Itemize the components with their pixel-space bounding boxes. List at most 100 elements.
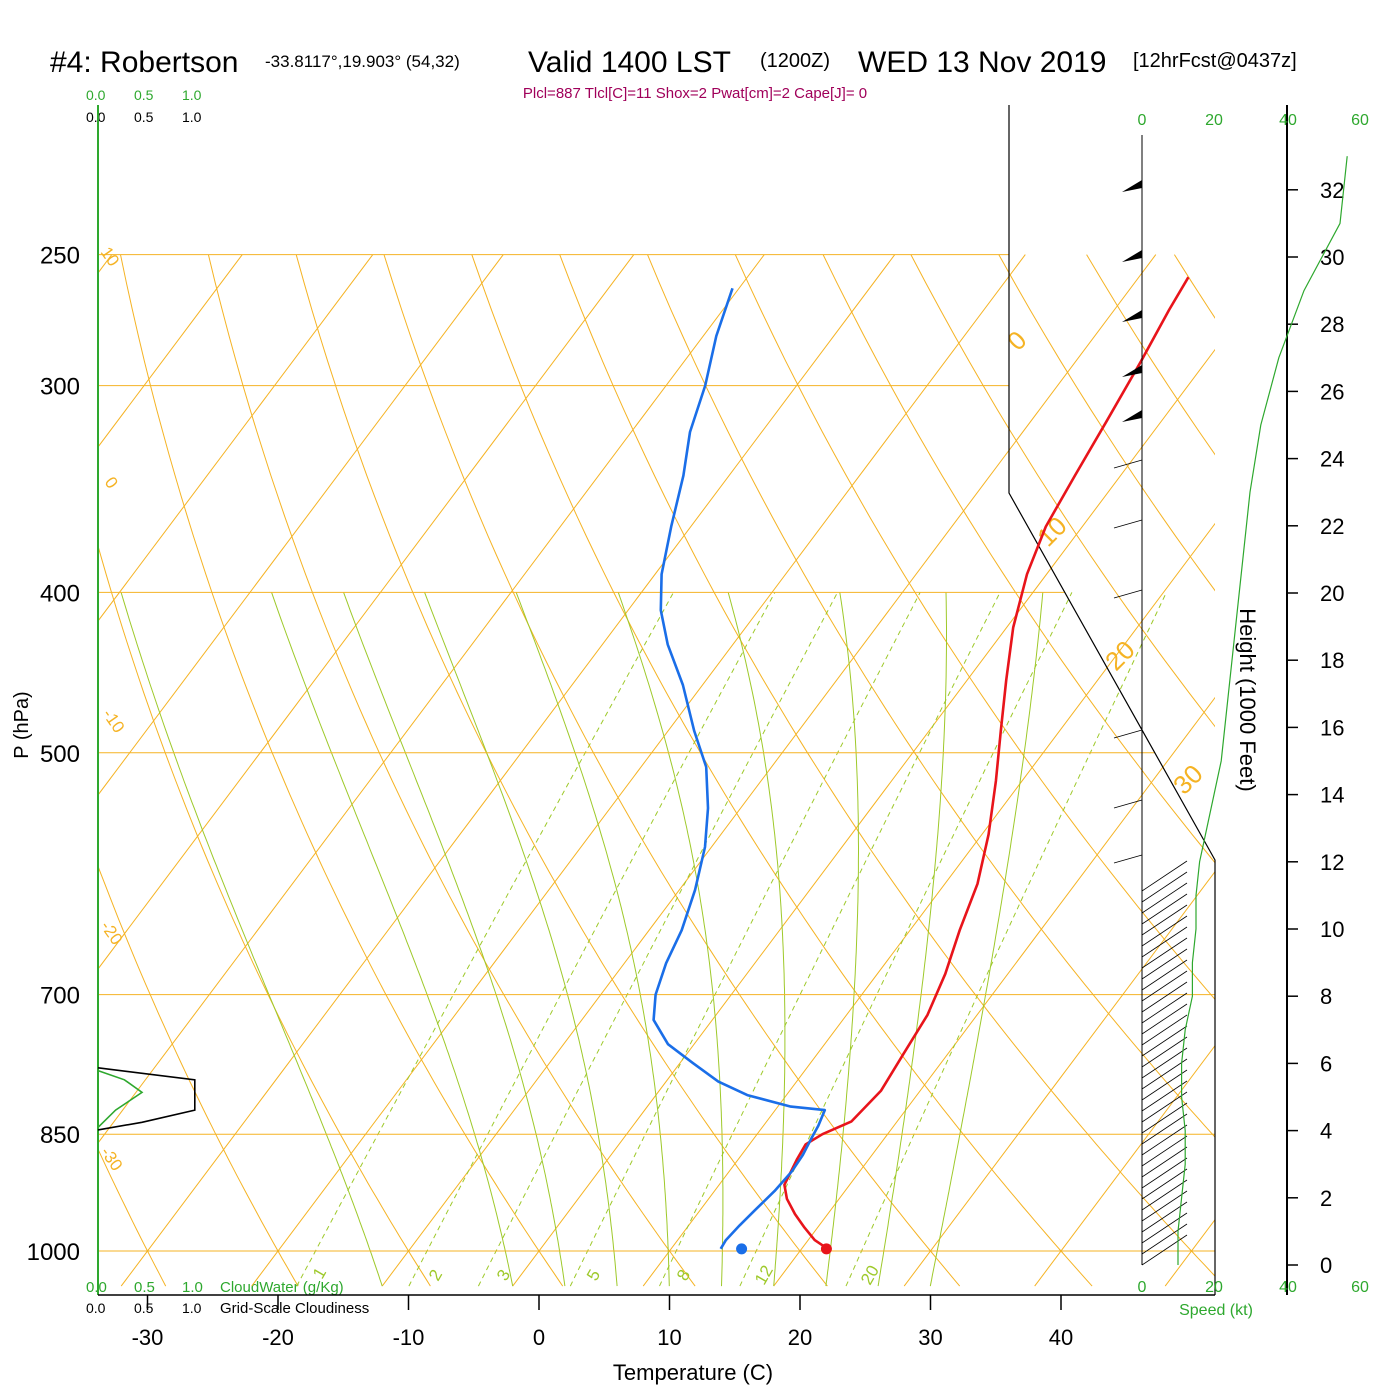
wind-barb	[1141, 970, 1188, 1002]
height-axis-label: Height (1000 Feet)	[1235, 608, 1260, 791]
dry-adiabat-line	[98, 1147, 167, 1287]
isotherm-line	[773, 696, 1215, 1287]
cloud-scale-bottom-1: 0.5	[134, 1279, 155, 1296]
wind-speed-panel	[1113, 135, 1348, 1266]
moist-adiabat-line	[271, 592, 514, 1287]
wind-barb	[1141, 1025, 1188, 1057]
wind-speed-curve	[1177, 156, 1348, 1265]
temperature-tick-label: 40	[1049, 1325, 1073, 1350]
cloud-scale-top-1: 0.5	[134, 87, 154, 103]
height-tick-label: 18	[1320, 648, 1344, 673]
cloud-scale-top2-1: 0.5	[134, 109, 154, 125]
mixing-ratio-line	[845, 592, 1167, 1287]
dry-adiabat-label-minus20: -20	[97, 917, 127, 948]
mixing-ratio-line	[408, 592, 776, 1287]
cloud-scale-bottom2-0: 0.0	[86, 1300, 106, 1316]
isotherm-line	[98, 254, 243, 448]
wind-barb	[1141, 1234, 1188, 1266]
wind-barb	[1141, 1102, 1188, 1134]
height-tick-label: 4	[1320, 1119, 1332, 1144]
dry-adiabat-label-minus30: -30	[97, 1143, 127, 1174]
dry-adiabat-line	[910, 254, 1215, 728]
cloud-profile	[97, 1067, 196, 1131]
valid-date: WED 13 Nov 2019	[858, 46, 1106, 79]
cloud-scale-top2-2: 1.0	[182, 109, 202, 125]
wind-barb	[1113, 799, 1143, 809]
speed-top-60: 60	[1351, 112, 1369, 129]
dry-adiabat-line	[471, 254, 1093, 1287]
cloud-scale-bottom2-1: 0.5	[134, 1300, 154, 1316]
wind-barb	[1141, 1047, 1188, 1079]
height-tick-label: 12	[1320, 850, 1344, 875]
dewpoint-profile	[652, 287, 827, 1250]
wind-barb-pennant	[1122, 410, 1142, 422]
isotherm-line	[98, 254, 635, 970]
cloud-scale-top-2: 1.0	[182, 87, 202, 103]
mixing-ratio-label-20: 20	[857, 1262, 883, 1288]
x-axis-label: Temperature (C)	[613, 1360, 773, 1385]
speed-bottom-0: 0	[1138, 1279, 1147, 1296]
cloudwater-curve	[97, 1069, 144, 1128]
dry-adiabat-label-minus10: -10	[99, 705, 129, 736]
wind-barb	[1141, 1058, 1188, 1090]
mixing-ratio-labels: 1 2 3 5 8 12 20	[309, 1262, 883, 1288]
sounding-profiles	[652, 276, 1190, 1255]
station-title: #4: Robertson	[50, 46, 238, 79]
moist-adiabat-line	[617, 592, 724, 1287]
cloud-scale-bottom2-2: 1.0	[182, 1300, 202, 1316]
dry-adiabat-line	[207, 254, 696, 1287]
moist-adiabat-line	[929, 592, 1044, 1287]
wind-barb	[1141, 871, 1188, 903]
mixing-ratio-line	[477, 592, 838, 1287]
wind-barb	[1141, 1146, 1188, 1178]
isotherm-line	[642, 522, 1215, 1287]
wind-barb	[1141, 948, 1188, 980]
speed-bottom-60: 60	[1351, 1279, 1369, 1296]
wind-barb	[1141, 992, 1188, 1024]
pressure-tick-label: 1000	[27, 1239, 80, 1266]
mixing-ratio-line	[569, 592, 921, 1287]
moist-adiabat-line	[120, 592, 383, 1287]
valid-time: Valid 1400 LST	[528, 46, 731, 79]
wind-barb-pennant	[1122, 250, 1142, 262]
height-tick-label: 32	[1320, 178, 1344, 203]
height-tick-label: 0	[1320, 1253, 1332, 1278]
temperature-tick-label: 10	[657, 1325, 681, 1350]
moist-adiabat-line	[877, 592, 947, 1287]
cloud-scale-top-0: 0.0	[86, 87, 106, 103]
surface-temperature-marker	[820, 1243, 832, 1255]
moist-adiabat-line	[343, 592, 566, 1287]
speed-bottom-40: 40	[1279, 1279, 1297, 1296]
dry-adiabat-line	[295, 254, 828, 1287]
cloud-scale-bottom: 0.0 0.5 1.0 CloudWater (g/Kg) 0.0 0.5 1.…	[86, 1279, 369, 1317]
cloudiness-label: Grid-Scale Cloudiness	[220, 1300, 369, 1317]
wind-barb	[1141, 1069, 1188, 1101]
moist-adiabat-lines	[120, 592, 1044, 1287]
speed-top-40: 40	[1279, 112, 1297, 129]
wind-barb	[1141, 1091, 1188, 1123]
isotherm-line	[251, 254, 1026, 1287]
wind-barb	[1141, 981, 1188, 1013]
temperature-tick-label: 0	[533, 1325, 545, 1350]
dry-adiabat-line	[1350, 255, 1400, 1287]
wind-barb	[1141, 1003, 1188, 1035]
temperature-tick-label: -10	[393, 1325, 425, 1350]
height-tick-label: 28	[1320, 312, 1344, 337]
pressure-tick-label: 300	[40, 374, 80, 401]
isotherm-line	[98, 254, 374, 622]
mixing-ratio-label-3: 3	[493, 1266, 514, 1284]
dry-adiabat-line	[559, 254, 1215, 1277]
pressure-tick-label: 500	[40, 741, 80, 768]
temperature-tick-label: -30	[132, 1325, 164, 1350]
surface-dewpoint-marker	[736, 1243, 748, 1255]
wind-barb	[1141, 915, 1188, 947]
mixing-ratio-label-5: 5	[583, 1266, 604, 1284]
height-tick-label: 10	[1320, 917, 1344, 942]
temperature-tick-label: -20	[262, 1325, 294, 1350]
dry-adiabat-line	[383, 254, 961, 1287]
dry-adiabat-line	[98, 864, 299, 1287]
wind-barb	[1141, 1201, 1188, 1233]
moist-adiabat-line	[825, 592, 859, 1287]
